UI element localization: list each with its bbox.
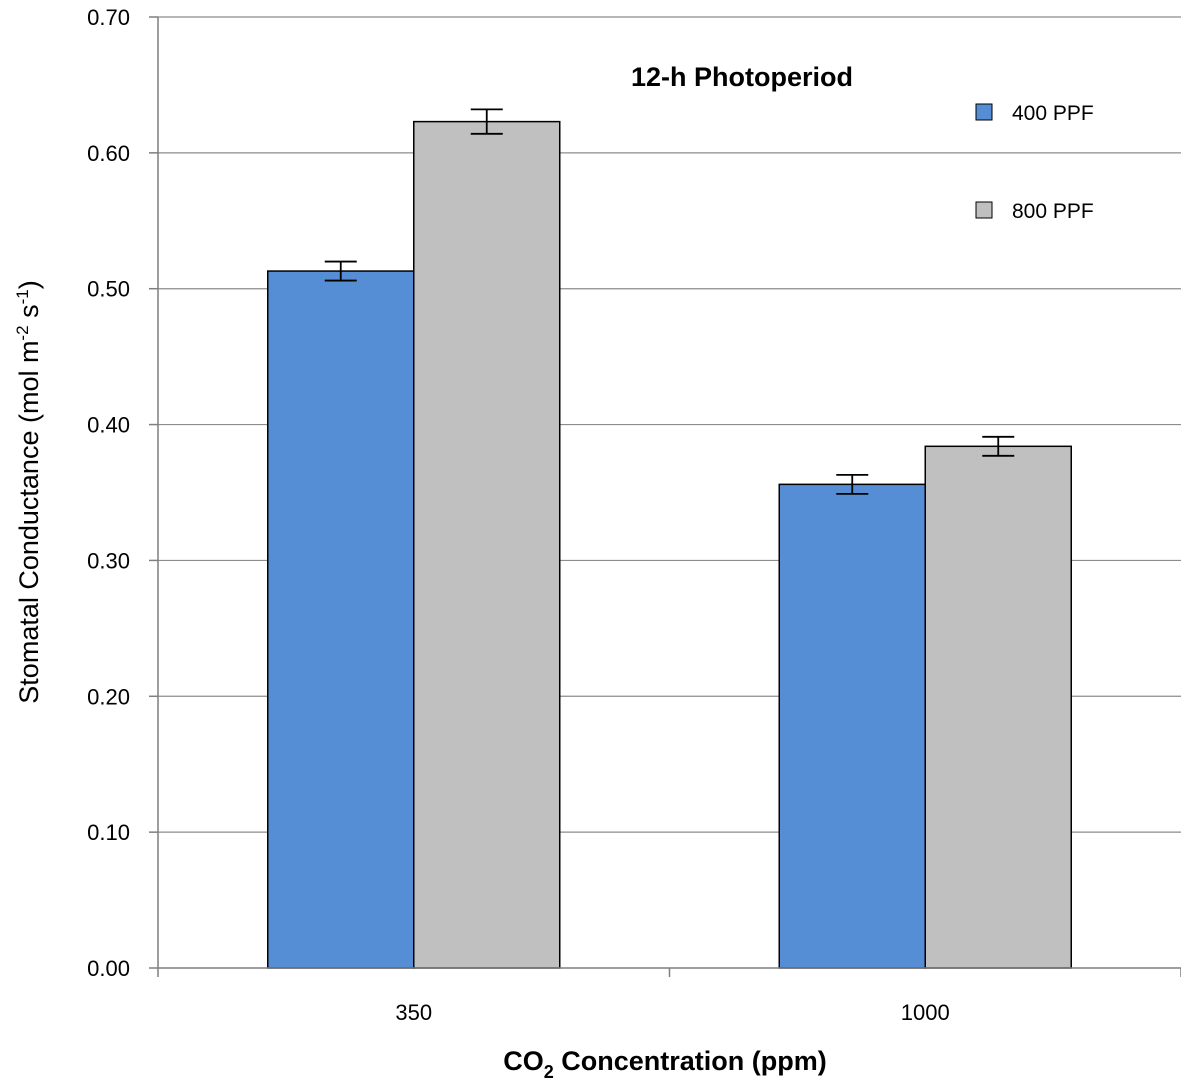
x-axis-label-pre: CO xyxy=(503,1046,544,1076)
chart-title: 12-h Photoperiod xyxy=(631,62,853,92)
y-tick-label: 0.00 xyxy=(87,956,130,981)
x-tick-label: 350 xyxy=(395,1000,432,1025)
axes xyxy=(149,16,1181,977)
bar-800-ppf xyxy=(924,445,1072,969)
y-tick-label: 0.60 xyxy=(87,141,130,166)
y-axis-label-a: Stomatal Conductance (mol m xyxy=(14,341,44,704)
legend-label: 400 PPF xyxy=(1012,102,1094,125)
x-axis-label-sub: 2 xyxy=(544,1062,554,1082)
bar-400-ppf xyxy=(778,483,926,969)
y-axis-label-sup1: -2 xyxy=(13,325,32,340)
y-tick-label: 0.50 xyxy=(87,277,130,302)
y-axis-label-c: ) xyxy=(14,280,44,289)
y-axis-label-sup2: -1 xyxy=(13,289,32,304)
bar-800-ppf xyxy=(413,120,561,969)
y-tick-label: 0.40 xyxy=(87,413,130,438)
legend-swatch xyxy=(975,201,993,219)
y-tick-label: 0.70 xyxy=(87,5,130,30)
y-axis-label-b: s xyxy=(14,304,44,325)
legend-label: 800 PPF xyxy=(1012,200,1094,223)
y-tick-labels: 0.00 0.10 0.20 0.30 0.40 0.50 0.60 0.70 xyxy=(87,5,130,981)
bar-400-ppf xyxy=(267,270,415,969)
y-tick-label: 0.30 xyxy=(87,548,130,573)
y-tick-label: 0.20 xyxy=(87,684,130,709)
x-tick-labels: 350 1000 xyxy=(395,1000,949,1025)
legend-swatch xyxy=(975,103,993,121)
x-axis-label-post: Concentration (ppm) xyxy=(554,1046,827,1076)
y-axis-label: Stomatal Conductance (mol m-2 s-1) xyxy=(13,280,44,703)
x-tick-label: 1000 xyxy=(901,1000,950,1025)
legend: 400 PPF 800 PPF xyxy=(975,102,1094,223)
y-tick-label: 0.10 xyxy=(87,820,130,845)
x-axis-label: CO2 Concentration (ppm) xyxy=(503,1046,827,1082)
bars xyxy=(267,108,1072,969)
